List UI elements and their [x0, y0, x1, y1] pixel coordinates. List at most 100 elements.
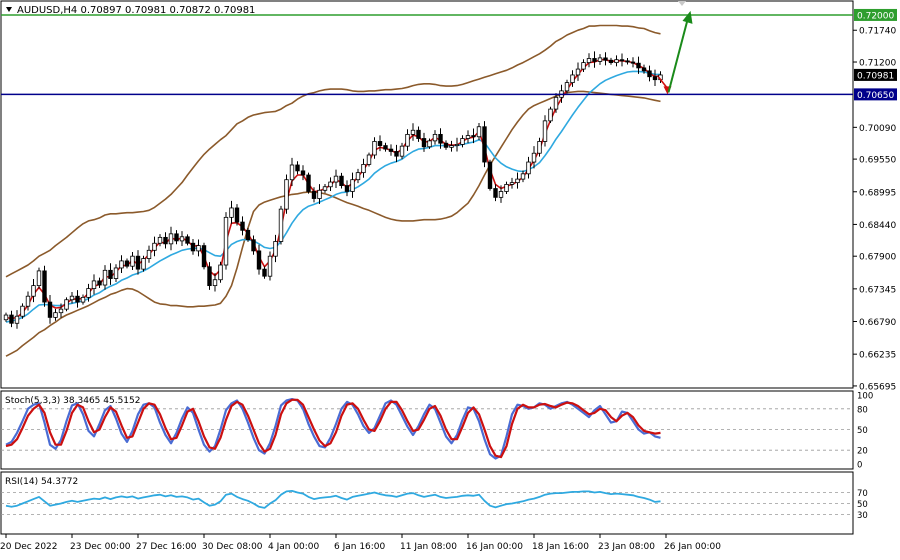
candle [207, 262, 212, 290]
candle-body-bull [355, 172, 361, 181]
candle-body-bull [399, 145, 405, 157]
candle [471, 128, 476, 144]
candle-body-bear [256, 250, 262, 270]
candle-body-bull [542, 120, 548, 142]
candle-body-bull [284, 179, 289, 210]
resistance-price-label: 0.72000 [857, 11, 894, 21]
candle-body-bear [185, 236, 190, 244]
price-pane-frame [0, 0, 854, 389]
collapse-triangle-icon[interactable] [6, 7, 12, 12]
time-tick-label: 27 Dec 16:00 [136, 542, 197, 552]
candle [212, 273, 218, 292]
candle [36, 267, 42, 289]
candle [311, 187, 317, 203]
candle [553, 93, 559, 113]
candle [64, 297, 69, 312]
candle [190, 239, 196, 255]
candle [652, 69, 658, 87]
candle-body-bull [25, 295, 31, 307]
candle [234, 204, 240, 226]
candle-body-bull [553, 96, 559, 110]
candle-body-bull [20, 305, 25, 317]
candle [267, 251, 273, 281]
candle [603, 52, 608, 66]
candle [564, 79, 570, 94]
rsi-title: RSI(14) 54.3772 [5, 477, 78, 487]
time-tick-label: 30 Dec 08:00 [202, 542, 263, 552]
candle [465, 130, 471, 144]
candle-body-bull [322, 186, 328, 191]
candle [306, 172, 311, 194]
candle-body-bear [306, 174, 311, 192]
candle [86, 283, 91, 302]
candle-body-bull [575, 68, 581, 76]
candle [108, 263, 113, 285]
candle-body-bull [476, 126, 482, 138]
candle [53, 308, 58, 321]
candle-body-bear [652, 76, 658, 81]
stochastic-main-line [5, 398, 661, 460]
candle-body-bear [174, 233, 179, 242]
candle [432, 130, 438, 145]
candle-body-bear [42, 270, 47, 303]
candle [526, 156, 531, 179]
candle-body-bear [135, 255, 141, 270]
candle-body-bull [454, 143, 460, 146]
candle-body-bull [432, 133, 438, 142]
candle-body-bull [218, 264, 223, 281]
candle [537, 137, 542, 157]
horizontal-levels[interactable]: 0.72000 0.70650 0.70981 [1, 8, 897, 101]
candle-body-bull [146, 249, 152, 259]
forecast-up-arrow-shaft [667, 19, 689, 93]
candle [256, 244, 262, 275]
candle [509, 177, 515, 189]
candle [102, 265, 108, 290]
candle [597, 54, 603, 65]
candle-body-bull [130, 255, 135, 267]
price-tick-label: 0.67345 [859, 285, 896, 295]
candle-body-bear [647, 70, 652, 78]
candle-body-bear [377, 141, 383, 146]
candle [575, 62, 581, 81]
candle-body-bear [416, 129, 421, 139]
candle-body-bull [350, 179, 355, 192]
candle-body-bull [69, 295, 75, 301]
candle-body-bear [625, 60, 630, 63]
candle-body-bear [493, 188, 498, 198]
price-tick-label: 0.68995 [859, 188, 896, 198]
candle-body-bull [157, 236, 163, 244]
candle-body-bull [80, 296, 86, 303]
candle-body-bear [383, 145, 388, 150]
candle [262, 266, 267, 279]
rsi-level-label: 50 [857, 500, 868, 510]
price-tick-label: 0.66235 [859, 351, 896, 361]
stochastic-level-label: 100 [857, 392, 873, 402]
time-tick-label: 18 Jan 16:00 [532, 542, 589, 552]
candle [157, 234, 163, 247]
candle-body-bear [201, 245, 207, 268]
candle [482, 121, 487, 168]
resistance-price-tag [854, 8, 897, 21]
candle-body-bull [427, 140, 432, 148]
chart-shift-marker-icon[interactable] [678, 1, 686, 6]
candle-body-bull [410, 129, 416, 135]
candle [421, 132, 427, 152]
candle [300, 165, 306, 181]
candle [647, 65, 652, 82]
candle-body-bull [570, 74, 575, 84]
candle [223, 212, 229, 270]
candle [438, 128, 443, 149]
candle-body-bull [333, 175, 339, 183]
candle [542, 115, 548, 147]
candle-body-bull [317, 189, 322, 199]
candle [152, 236, 157, 257]
candle [427, 138, 432, 149]
candle [179, 231, 185, 246]
candle [47, 295, 53, 324]
price-tick-label: 0.67900 [859, 253, 896, 263]
rsi-level-label: 30 [857, 511, 868, 521]
candle [135, 250, 141, 275]
candle-body-bull [212, 279, 218, 287]
time-tick-label: 11 Jan 08:00 [400, 542, 457, 552]
